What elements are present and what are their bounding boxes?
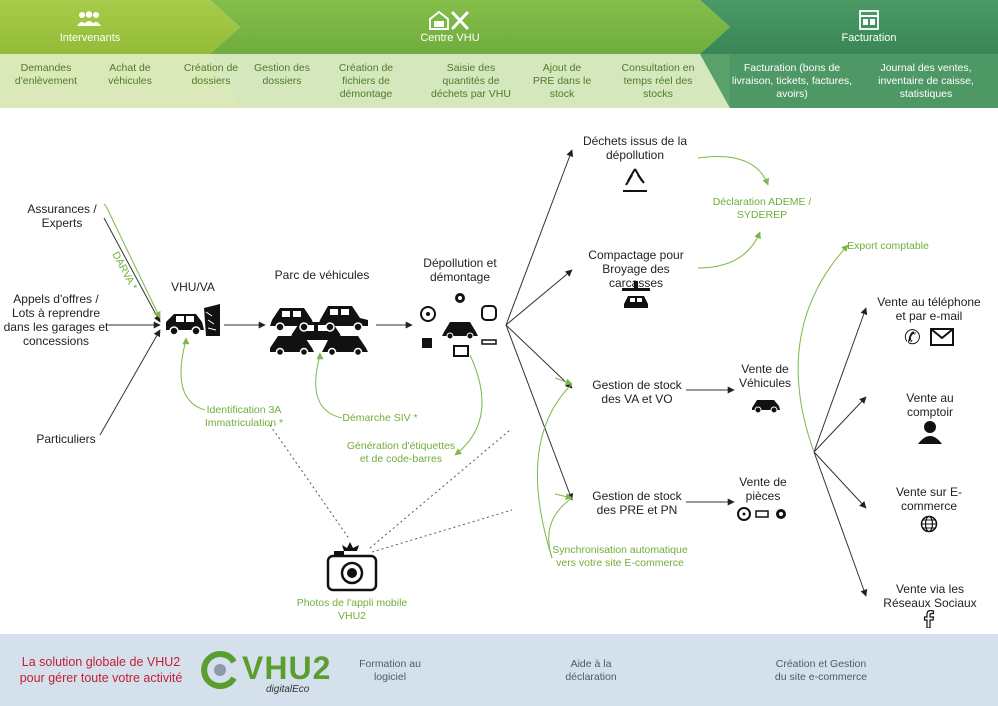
node-parc-vehicules: Parc de véhicules: [274, 268, 370, 282]
phone-icon: ✆: [904, 327, 921, 349]
step-achat: Achat de véhicules: [108, 62, 152, 87]
footer-aide-declaration: Aide à la déclaration: [565, 658, 617, 683]
parts-icon: [737, 507, 786, 521]
step-gestion-dossiers: Gestion des dossiers: [253, 62, 311, 87]
step-fichiers-demontage: Création de fichiers de démontage: [338, 62, 394, 100]
vhu2-logo-text: VHU2: [242, 650, 332, 686]
envelope-icon: [930, 328, 954, 346]
node-depollution: Dépollution et démontage: [423, 256, 497, 284]
header-bar: Intervenants Centre VHU Facturation Dema…: [0, 0, 998, 108]
globe-icon: [920, 515, 938, 533]
channel-telephone: Vente au téléphone et par e-mail: [877, 295, 981, 323]
step-demandes: Demandes d'enlèvement: [14, 62, 78, 87]
flow-connectors: [99, 149, 868, 597]
person-icon: [918, 421, 942, 444]
step-facturation: Facturation (bons de livraison, tickets,…: [731, 62, 853, 100]
note-siv: Démarche SIV *: [342, 412, 418, 424]
band-title-centre-vhu: Centre VHU: [420, 32, 480, 44]
facebook-icon: [923, 610, 935, 628]
node-appels-offres: Appels d'offres / Lots à reprendre dans …: [3, 292, 109, 348]
note-export: Export comptable: [847, 240, 929, 252]
step-saisie-dechets: Saisie des quantités de déchets par VHU: [431, 62, 511, 100]
node-dechets: Déchets issus de la dépollution: [582, 134, 688, 162]
node-particuliers: Particuliers: [36, 432, 96, 446]
crashed-car-icon: [166, 304, 220, 336]
recycle-icon: [623, 168, 647, 192]
note-identification: Identification 3A Immatriculation *: [204, 404, 284, 429]
node-vhu-va: VHU/VA: [171, 280, 215, 294]
step-journal-ventes: Journal des ventes, inventaire de caisse…: [878, 62, 974, 100]
footer-formation: Formation au logiciel: [359, 658, 421, 683]
garage-tools-icon: [429, 10, 469, 30]
compactor-icon: [622, 281, 650, 308]
car-icon: [752, 400, 780, 414]
channel-reseaux-sociaux: Vente via les Réseaux Sociaux: [883, 582, 977, 610]
shop-icon: [859, 10, 879, 30]
note-declaration: Déclaration ADEME / SYDEREP: [712, 196, 812, 221]
band-title-intervenants: Intervenants: [59, 32, 121, 44]
node-stock-pre: Gestion de stock des PRE et PN: [592, 489, 682, 517]
band-title-facturation: Facturation: [841, 32, 897, 44]
people-icon: [77, 11, 101, 26]
footer-creation-site: Création et Gestion du site e-commerce: [774, 658, 868, 683]
car-parts-icon: [420, 293, 497, 357]
note-sync: Synchronisation automatique vers votre s…: [552, 544, 688, 569]
step-creation-dossiers: Création de dossiers: [183, 62, 239, 87]
note-photos: Photos de l'appli mobile VHU2: [296, 597, 408, 622]
step-ajout-pre: Ajout de PRE dans le stock: [532, 62, 592, 100]
logo-subtitle: digitalEco: [266, 684, 310, 695]
car-stack-icon: [270, 306, 368, 356]
camera-icon: [326, 542, 378, 592]
note-etiquettes: Génération d'étiquettes et de code-barre…: [346, 440, 456, 465]
step-consultation-stocks: Consultation en temps réel des stocks: [621, 62, 695, 100]
header-background: [0, 0, 998, 108]
channel-comptoir: Vente au comptoir: [906, 391, 954, 419]
footer-tagline: La solution globale de VHU2 pour gérer t…: [19, 655, 183, 685]
node-stock-va: Gestion de stock des VA et VO: [592, 378, 682, 406]
node-compactage: Compactage pour Broyage des carcasses: [588, 248, 684, 290]
footer-bar: La solution globale de VHU2 pour gérer t…: [0, 634, 998, 706]
vhu2-logo-icon: [201, 651, 237, 689]
node-vente-pieces: Vente de pièces: [739, 475, 787, 503]
node-assurances: Assurances / Experts: [27, 202, 97, 230]
node-vente-vehicules: Vente de Véhicules: [738, 362, 792, 390]
channel-ecommerce: Vente sur E-commerce: [895, 485, 963, 513]
